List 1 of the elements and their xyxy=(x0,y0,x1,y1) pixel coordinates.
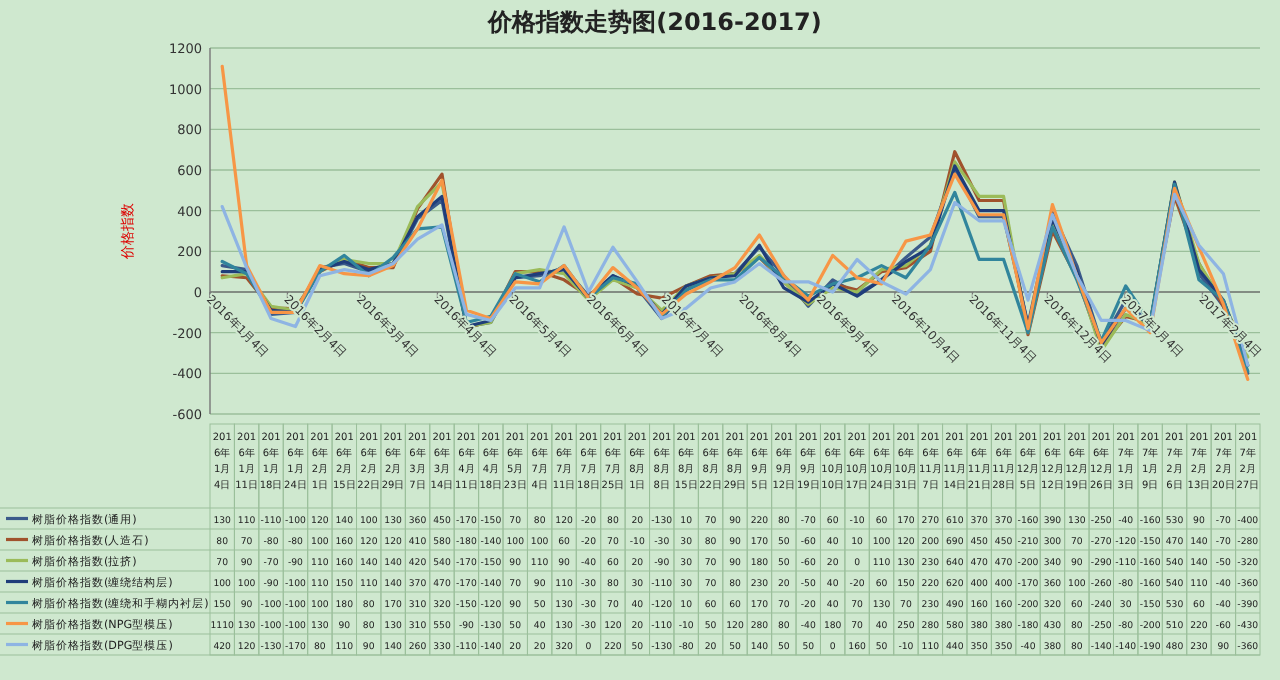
chart-title: 价格指数走势图(2016-2017) xyxy=(486,8,822,36)
